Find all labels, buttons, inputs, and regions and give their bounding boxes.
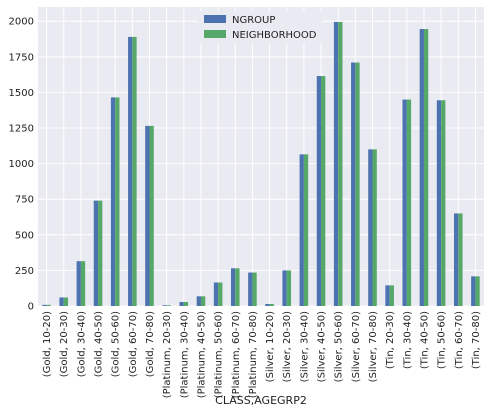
bar-ngroup — [282, 270, 287, 306]
bar-ngroup — [162, 305, 167, 306]
bar-neighborhood — [252, 272, 257, 306]
y-tick-label: 1750 — [9, 52, 34, 63]
bar-ngroup — [110, 97, 116, 307]
bar-neighborhood — [372, 149, 377, 306]
bar-neighborhood — [63, 297, 69, 306]
bar-neighborhood — [132, 36, 137, 307]
x-tick-label: (Silver, 70-80) — [368, 311, 379, 382]
x-tick-label: (Platinum, 30-40) — [179, 311, 190, 398]
y-tick-label: 1250 — [9, 124, 34, 135]
bar-ngroup — [402, 99, 407, 306]
bar-ngroup — [471, 276, 476, 306]
bar-neighborhood — [149, 125, 154, 306]
x-tick-label: (Gold, 40-50) — [94, 311, 105, 377]
y-axis-ticks: 0 250 500 750 1000 1250 1500 1750 2000 — [9, 17, 34, 313]
bar-ngroup — [419, 29, 424, 306]
x-tick-label: (Gold, 20-30) — [59, 311, 70, 377]
y-tick-label: 750 — [15, 195, 34, 206]
bar-ngroup — [59, 297, 64, 306]
x-tick-label: (Gold, 70-80) — [145, 311, 156, 377]
x-tick-label: (Tin, 70-80) — [471, 311, 482, 369]
bar-neighborhood — [235, 268, 240, 306]
x-axis-ticks: (Gold, 10-20) (Gold, 20-30) (Gold, 30-40) (… — [42, 311, 482, 398]
y-tick-label: 1000 — [9, 159, 34, 170]
legend-swatch-neighborhood — [204, 30, 226, 38]
x-axis-label: CLASS,AGEGRP2 — [215, 394, 307, 407]
x-tick-label: (Gold, 60-70) — [128, 311, 139, 377]
bar-neighborhood — [475, 276, 480, 306]
bar-neighborhood — [355, 62, 360, 307]
bars — [42, 21, 480, 307]
x-tick-label: (Tin, 50-60) — [437, 311, 448, 369]
bar-neighborhood — [321, 76, 326, 306]
bar-neighborhood — [441, 100, 446, 306]
legend-swatch-ngroup — [204, 15, 226, 23]
bar-ngroup — [179, 302, 184, 306]
bar-neighborhood — [389, 285, 394, 306]
bar-ngroup — [248, 272, 253, 306]
plot-background — [38, 7, 484, 306]
bar-neighborhood — [218, 282, 223, 306]
x-tick-label: (Silver, 10-20) — [265, 311, 276, 382]
x-tick-label: (Gold, 50-60) — [111, 311, 122, 377]
x-tick-label: (Silver, 40-50) — [317, 311, 328, 382]
bar-neighborhood — [80, 261, 86, 306]
x-tick-label: (Silver, 60-70) — [351, 311, 362, 382]
bar-ngroup — [230, 268, 236, 306]
bar-neighborhood — [458, 213, 463, 306]
x-tick-label: (Platinum, 20-30) — [162, 311, 173, 398]
x-tick-label: (Tin, 30-40) — [402, 311, 413, 369]
bar-ngroup — [128, 36, 133, 307]
x-tick-label: (Gold, 30-40) — [76, 311, 87, 377]
bar-ngroup — [453, 213, 459, 306]
bar-neighborhood — [166, 305, 171, 306]
bar-ngroup — [265, 304, 270, 306]
x-tick-label: (Silver, 50-60) — [334, 311, 345, 382]
bar-neighborhood — [46, 304, 51, 306]
bar-ngroup — [333, 21, 339, 306]
x-tick-label: (Platinum, 60-70) — [231, 311, 242, 398]
legend-label-neighborhood: NEIGHBORHOOD — [232, 30, 317, 41]
legend-label-ngroup: NGROUP — [232, 15, 275, 26]
y-tick-label: 500 — [15, 230, 34, 241]
bar-ngroup — [316, 76, 322, 306]
x-tick-label: (Tin, 20-30) — [385, 311, 396, 369]
y-tick-label: 250 — [15, 266, 34, 277]
y-tick-label: 1500 — [9, 88, 34, 99]
bar-ngroup — [368, 149, 373, 306]
bar-neighborhood — [406, 99, 412, 306]
x-tick-label: (Silver, 20-30) — [282, 311, 293, 382]
y-tick-label: 2000 — [9, 17, 34, 28]
x-tick-label: (Platinum, 40-50) — [196, 311, 207, 398]
bar-neighborhood — [269, 304, 274, 306]
bar-neighborhood — [115, 97, 120, 307]
x-tick-label: (Platinum, 70-80) — [248, 311, 259, 398]
bar-ngroup — [42, 304, 47, 306]
bar-neighborhood — [200, 296, 206, 306]
bar-neighborhood — [98, 200, 103, 306]
bar-ngroup — [385, 285, 390, 306]
bar-neighborhood — [338, 21, 343, 306]
x-tick-label: (Silver, 30-40) — [299, 311, 310, 382]
legend: NGROUP NEIGHBORHOOD — [198, 11, 322, 43]
bar-neighborhood — [303, 154, 309, 306]
bar-ngroup — [196, 296, 201, 306]
bar-ngroup — [145, 125, 150, 306]
bar-neighborhood — [286, 270, 292, 306]
bar-ngroup — [213, 282, 219, 306]
bar-ngroup — [93, 200, 99, 306]
bar-ngroup — [299, 154, 304, 306]
y-tick-label: 0 — [28, 302, 34, 313]
x-tick-label: (Gold, 10-20) — [42, 311, 53, 377]
bar-ngroup — [76, 261, 81, 306]
bar-neighborhood — [423, 29, 429, 306]
bar-neighborhood — [183, 302, 189, 306]
x-tick-label: (Tin, 60-70) — [454, 311, 465, 369]
x-tick-label: (Tin, 40-50) — [419, 311, 430, 369]
bar-ngroup — [351, 62, 356, 307]
bar-ngroup — [436, 100, 442, 306]
x-tick-label: (Platinum, 50-60) — [214, 311, 225, 398]
